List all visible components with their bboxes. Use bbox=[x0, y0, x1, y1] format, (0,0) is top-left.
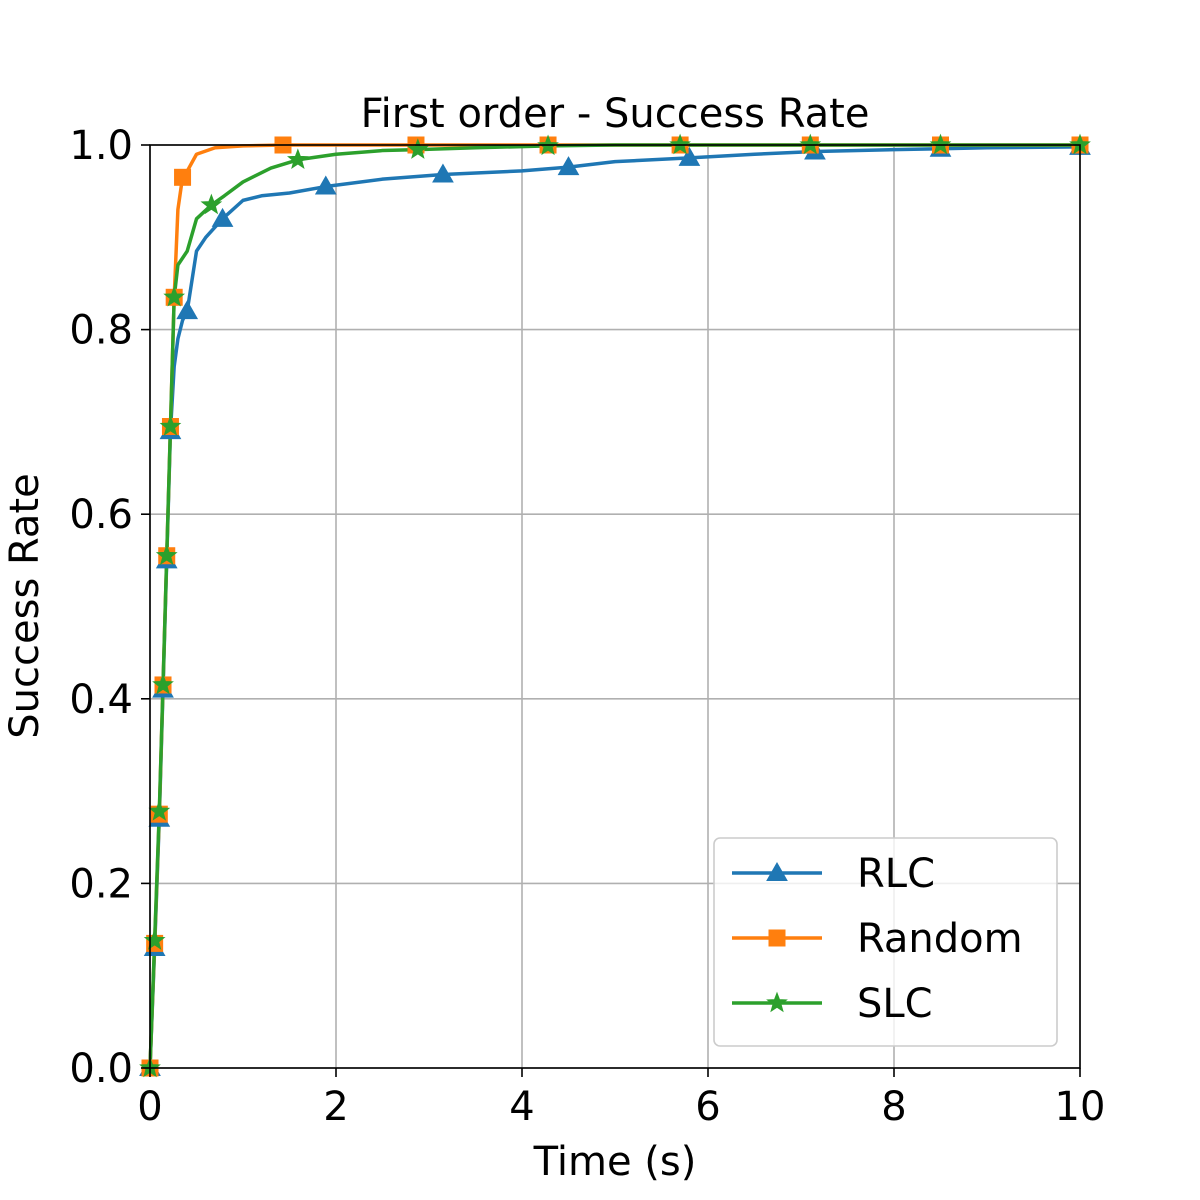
data-point-slc bbox=[159, 415, 182, 436]
legend-box bbox=[713, 837, 1058, 1047]
data-point-slc bbox=[929, 133, 952, 155]
y-tick-label: 0.6 bbox=[69, 492, 133, 538]
data-point-slc bbox=[287, 148, 309, 170]
legend-marker-rlc bbox=[766, 861, 788, 881]
data-point-rlc bbox=[176, 300, 199, 320]
y-tick-label: 0.0 bbox=[69, 1046, 133, 1092]
grid-lines bbox=[149, 144, 1081, 1069]
legend-label-slc: SLC bbox=[857, 981, 933, 1027]
y-tick-label: 1.0 bbox=[69, 123, 133, 169]
data-point-slc bbox=[152, 673, 174, 695]
data-point-slc bbox=[669, 133, 691, 155]
legend-marker-slc bbox=[766, 991, 788, 1013]
data-point-slc bbox=[143, 929, 166, 950]
y-tick-label: 0.4 bbox=[69, 677, 133, 723]
data-point-slc bbox=[155, 544, 178, 565]
y-tick-label: 0.8 bbox=[69, 308, 133, 354]
data-point-rlc bbox=[557, 156, 580, 176]
y-tick-label: 0.2 bbox=[69, 861, 133, 907]
data-point-rlc bbox=[678, 146, 701, 166]
x-tick-label: 0 bbox=[137, 1084, 162, 1130]
data-point-rlc bbox=[314, 175, 337, 195]
plot-frame bbox=[149, 144, 1081, 1069]
legend-label-rlc: RLC bbox=[857, 851, 935, 897]
legend: RLC Random SLC bbox=[713, 837, 1058, 1047]
chart-title: First order - Success Rate bbox=[361, 91, 870, 137]
data-point-slc bbox=[200, 193, 223, 215]
x-tick-label: 10 bbox=[1055, 1084, 1106, 1130]
x-tick-label: 6 bbox=[695, 1084, 720, 1130]
x-axis-label: Time (s) bbox=[533, 1139, 697, 1185]
data-point-random bbox=[174, 168, 192, 186]
data-point-slc bbox=[799, 133, 822, 155]
data-point-rlc bbox=[432, 163, 454, 183]
data-point-rlc bbox=[211, 207, 234, 227]
data-point-slc bbox=[163, 285, 186, 307]
axis-ticks: 0 2 4 6 8 10 0.0 0.2 0.4 0.6 0.8 1.0 bbox=[69, 123, 1105, 1130]
data-point-slc bbox=[148, 799, 171, 821]
x-tick-label: 8 bbox=[881, 1084, 906, 1130]
legend-marker-random bbox=[768, 929, 786, 947]
x-tick-label: 4 bbox=[509, 1084, 534, 1130]
legend-label-random: Random bbox=[857, 916, 1023, 962]
data-point-slc bbox=[406, 138, 429, 159]
x-tick-label: 2 bbox=[323, 1084, 348, 1130]
series-markers bbox=[139, 133, 1091, 1078]
y-axis-label: Success Rate bbox=[2, 473, 48, 738]
